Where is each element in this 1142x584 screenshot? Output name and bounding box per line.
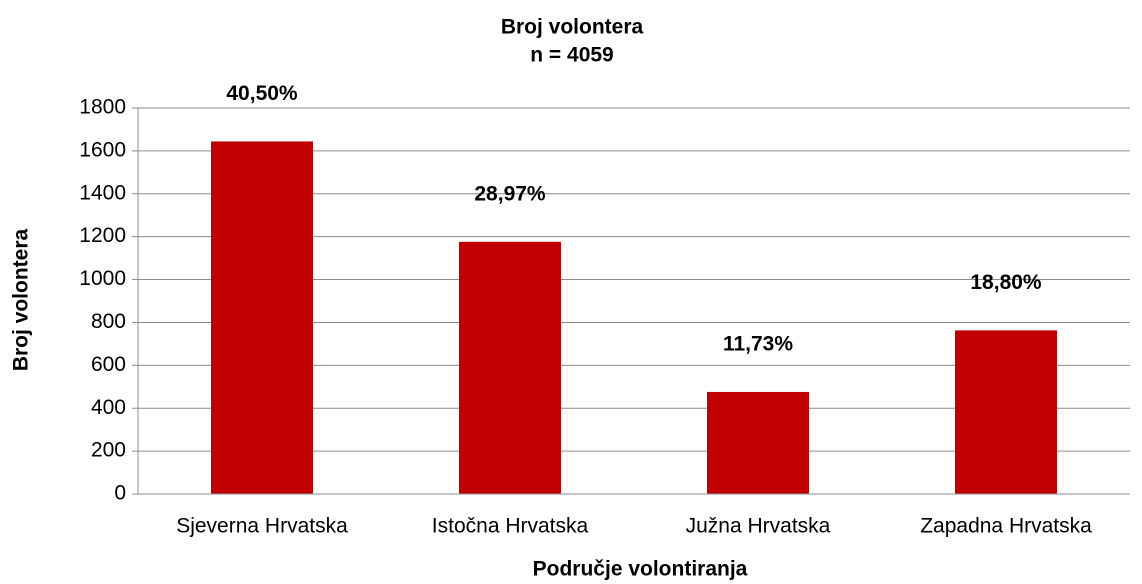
x-tick-label: Južna Hrvatska bbox=[686, 515, 831, 538]
bar bbox=[459, 241, 561, 494]
x-axis-label: Područje volontiranja bbox=[533, 558, 748, 581]
bar bbox=[707, 391, 809, 494]
data-label: 18,80% bbox=[970, 271, 1042, 294]
data-label: 28,97% bbox=[474, 182, 546, 205]
y-tick-label: 1800 bbox=[79, 96, 126, 119]
y-tick-label: 800 bbox=[91, 310, 126, 333]
y-tick-label: 600 bbox=[91, 353, 126, 376]
y-tick-label: 200 bbox=[91, 439, 126, 462]
y-tick-label: 1600 bbox=[79, 138, 126, 161]
chart-subtitle: n = 4059 bbox=[530, 44, 613, 67]
y-tick-label: 1200 bbox=[79, 224, 126, 247]
y-tick-label: 1400 bbox=[79, 181, 126, 204]
y-tick-label: 0 bbox=[114, 482, 126, 505]
y-axis-label: Broj volontera bbox=[10, 229, 33, 372]
bar bbox=[955, 330, 1057, 494]
data-label: 40,50% bbox=[226, 82, 298, 105]
data-label: 11,73% bbox=[723, 332, 793, 355]
x-tick-label: Sjeverna Hrvatska bbox=[176, 515, 348, 538]
x-tick-label: Istočna Hrvatska bbox=[432, 515, 589, 538]
y-tick-label: 1000 bbox=[79, 267, 126, 290]
chart-title: Broj volontera bbox=[501, 16, 644, 39]
bar bbox=[211, 141, 313, 494]
x-tick-label: Zapadna Hrvatska bbox=[920, 515, 1092, 538]
y-tick-label: 400 bbox=[91, 396, 126, 419]
